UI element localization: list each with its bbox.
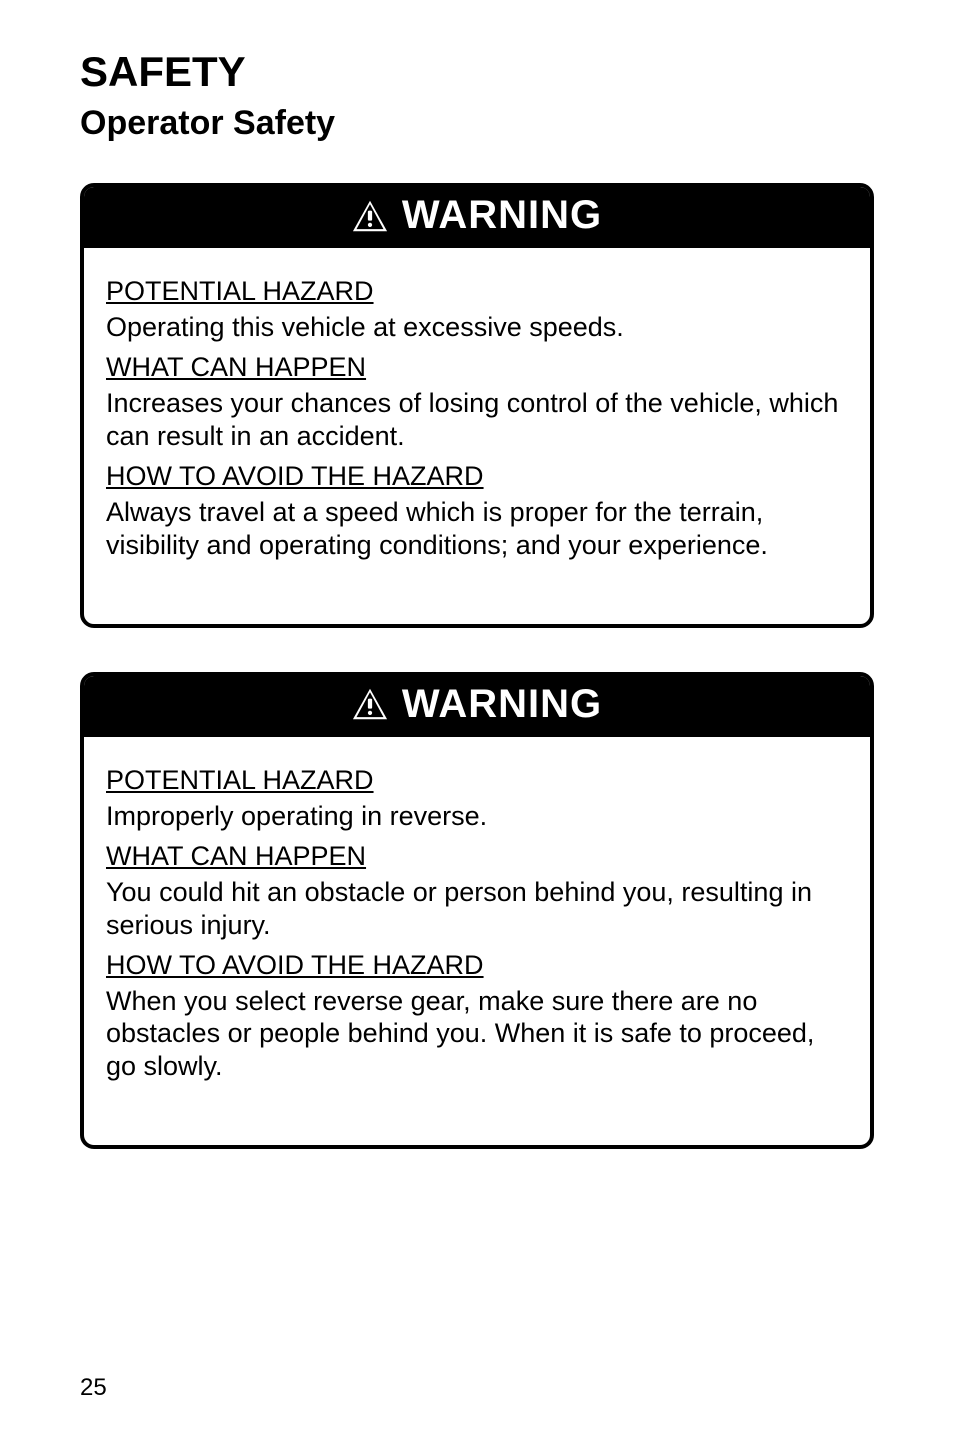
section-subtitle: Operator Safety xyxy=(80,104,874,143)
potential-hazard-text: Improperly operating in reverse. xyxy=(106,800,848,833)
warning-header-text: WARNING xyxy=(402,193,602,238)
how-to-avoid-label: HOW TO AVOID THE HAZARD xyxy=(106,950,848,981)
how-to-avoid-label: HOW TO AVOID THE HAZARD xyxy=(106,461,848,492)
what-can-happen-label: WHAT CAN HAPPEN xyxy=(106,352,848,383)
page-number: 25 xyxy=(80,1374,107,1402)
alert-triangle-icon xyxy=(352,688,388,720)
section-title: SAFETY xyxy=(80,48,874,96)
warning-box: WARNING POTENTIAL HAZARD Improperly oper… xyxy=(80,672,874,1150)
warning-body: POTENTIAL HAZARD Operating this vehicle … xyxy=(84,248,870,624)
warning-box: WARNING POTENTIAL HAZARD Operating this … xyxy=(80,183,874,628)
warning-header: WARNING xyxy=(84,676,870,737)
page: SAFETY Operator Safety WARNING POTENTIAL… xyxy=(0,0,954,1454)
alert-triangle-icon xyxy=(352,200,388,232)
potential-hazard-label: POTENTIAL HAZARD xyxy=(106,765,848,796)
potential-hazard-label: POTENTIAL HAZARD xyxy=(106,276,848,307)
what-can-happen-label: WHAT CAN HAPPEN xyxy=(106,841,848,872)
warning-body: POTENTIAL HAZARD Improperly operating in… xyxy=(84,737,870,1146)
potential-hazard-text: Operating this vehicle at excessive spee… xyxy=(106,311,848,344)
how-to-avoid-text: When you select reverse gear, make sure … xyxy=(106,985,848,1084)
warning-header: WARNING xyxy=(84,187,870,248)
what-can-happen-text: You could hit an obstacle or person behi… xyxy=(106,876,848,942)
warning-header-text: WARNING xyxy=(402,682,602,727)
how-to-avoid-text: Always travel at a speed which is proper… xyxy=(106,496,848,562)
what-can-happen-text: Increases your chances of losing control… xyxy=(106,387,848,453)
